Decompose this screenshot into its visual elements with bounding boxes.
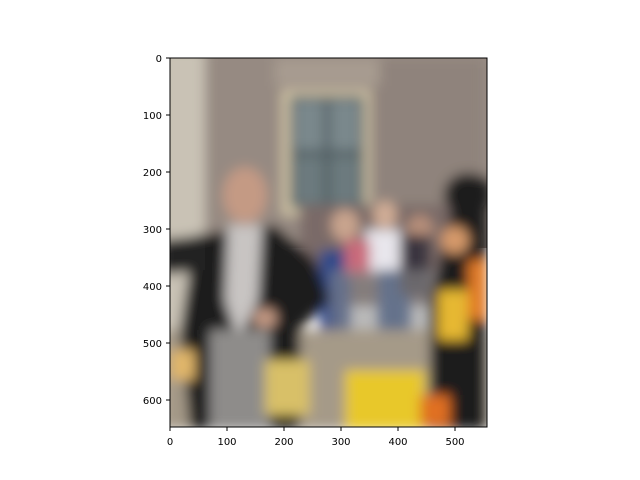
y-tick-label: 100 — [143, 111, 162, 122]
y-tick-label: 0 — [156, 54, 162, 65]
y-tick-label: 300 — [143, 225, 162, 236]
x-tick-label: 300 — [331, 437, 350, 448]
x-tick-label: 200 — [274, 437, 293, 448]
y-tick-label: 600 — [143, 396, 162, 407]
x-axis: 0 100 200 300 400 500 — [167, 427, 465, 448]
x-tick-label: 400 — [388, 437, 407, 448]
y-tick-label: 200 — [143, 168, 162, 179]
x-tick-label: 500 — [445, 437, 464, 448]
y-tick-label: 400 — [143, 282, 162, 293]
axes-frame — [169, 57, 488, 428]
x-tick-label: 100 — [217, 437, 236, 448]
y-tick-label: 500 — [143, 339, 162, 350]
photo-image — [170, 58, 487, 427]
y-axis: 0 100 200 300 400 500 600 — [143, 54, 170, 407]
x-tick-label: 0 — [167, 437, 173, 448]
